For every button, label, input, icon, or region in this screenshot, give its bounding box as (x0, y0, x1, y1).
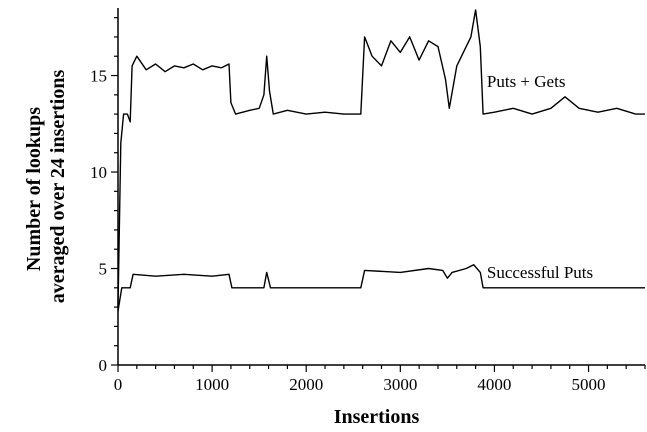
series-layer (117, 9, 645, 312)
series-line-puts-gets (117, 9, 645, 308)
y-tick-label: 0 (99, 356, 108, 375)
x-tick-label: 1000 (195, 375, 229, 394)
y-ticks: 0 5 10 15 (90, 17, 118, 375)
series-line-successful-puts (117, 264, 645, 312)
y-axis-title-line-2: averaged over 24 insertions (47, 70, 69, 304)
axes: 0 1000 2000 3000 4000 5000 0 5 10 15 (90, 8, 646, 394)
y-tick-label: 5 (99, 260, 108, 279)
x-tick-label: 3000 (383, 375, 417, 394)
y-axis-title-line-1: Number of lookups (23, 107, 45, 271)
series-label-successful-puts: Successful Puts (487, 263, 593, 282)
x-tick-label: 4000 (477, 375, 511, 394)
series-label-puts-gets: Puts + Gets (487, 72, 566, 91)
x-tick-label: 2000 (289, 375, 323, 394)
x-ticks: 0 1000 2000 3000 4000 5000 (114, 365, 646, 394)
y-tick-label: 10 (90, 163, 107, 182)
x-tick-label: 5000 (572, 375, 606, 394)
y-tick-label: 15 (90, 67, 107, 86)
x-axis-title: Insertions (334, 406, 420, 428)
y-axis-title: Number of lookups averaged over 24 inser… (23, 70, 69, 304)
x-tick-label: 0 (114, 375, 123, 394)
series-labels: Puts + Gets Successful Puts (487, 72, 593, 282)
